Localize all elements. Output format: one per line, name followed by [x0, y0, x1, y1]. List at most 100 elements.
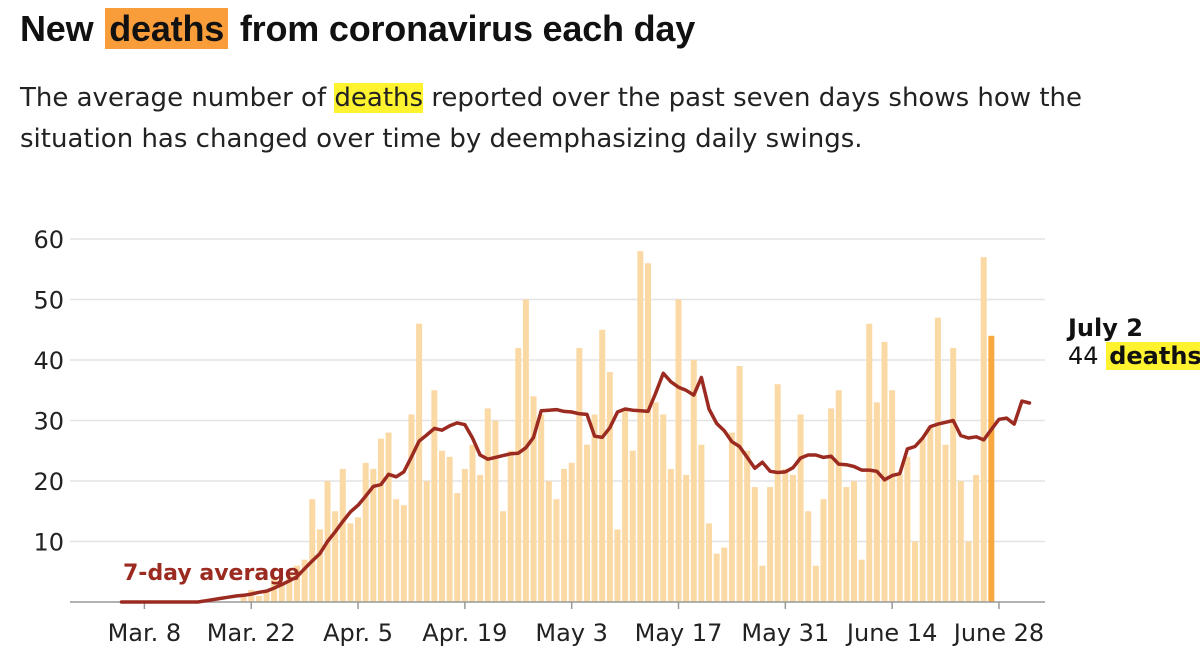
bar — [828, 408, 835, 602]
bar — [431, 390, 438, 602]
bar — [698, 444, 705, 602]
x-tick-label: June 14 — [845, 619, 937, 647]
bar — [957, 481, 964, 602]
bar — [286, 571, 293, 602]
bar — [530, 396, 537, 602]
latest-value-annotation: July 2 44 deaths — [1068, 314, 1200, 370]
bar — [629, 450, 636, 602]
y-axis: 10 20 30 40 50 60 — [33, 226, 64, 557]
bar — [744, 450, 751, 602]
bar — [919, 438, 926, 602]
chart-subtitle: The average number of deaths reported ov… — [20, 78, 1190, 160]
bar — [774, 384, 781, 602]
x-tick-label: Mar. 22 — [207, 619, 296, 647]
bar — [728, 432, 735, 602]
bar — [461, 468, 468, 602]
title-highlight-deaths: deaths — [105, 8, 229, 49]
y-tick-label: 20 — [33, 468, 64, 496]
bar — [477, 474, 484, 602]
bar — [904, 456, 911, 602]
bar — [736, 366, 743, 602]
x-tick-label: June 28 — [952, 619, 1044, 647]
bar — [606, 372, 613, 602]
bar — [438, 450, 445, 602]
x-tick-label: May 3 — [535, 619, 608, 647]
bar — [660, 414, 667, 602]
bar — [248, 589, 255, 602]
bar — [797, 414, 804, 602]
bar — [538, 414, 545, 602]
bar — [400, 505, 407, 602]
bar — [576, 347, 583, 602]
bar — [767, 487, 774, 602]
bar — [255, 595, 262, 602]
bar — [416, 323, 423, 602]
bar — [965, 541, 972, 602]
bar — [683, 474, 690, 602]
bar — [980, 257, 987, 602]
bar — [561, 468, 568, 602]
latest-value: 44 — [1068, 342, 1099, 370]
subtitle-before: The average number of — [20, 83, 327, 113]
bar — [927, 426, 934, 602]
bar — [385, 432, 392, 602]
bar — [706, 523, 713, 602]
bar — [515, 347, 522, 602]
bar — [934, 317, 941, 602]
bar — [522, 299, 529, 602]
bar — [881, 341, 888, 602]
bar — [652, 402, 659, 602]
bar — [301, 559, 308, 602]
bar — [812, 565, 819, 602]
bar — [912, 541, 919, 602]
bar — [866, 323, 873, 602]
bar — [751, 487, 758, 602]
bar — [644, 263, 651, 602]
bar — [294, 565, 301, 602]
bar — [454, 493, 461, 602]
x-tick-label: Apr. 19 — [422, 619, 507, 647]
bar — [355, 517, 362, 602]
bar — [851, 481, 857, 602]
bar — [820, 499, 827, 602]
bar — [332, 511, 339, 602]
bar — [835, 390, 842, 602]
bar — [843, 487, 850, 602]
bar — [545, 481, 552, 602]
bar — [339, 468, 346, 602]
y-tick-label: 30 — [33, 408, 64, 436]
x-tick-label: Mar. 8 — [108, 619, 182, 647]
x-axis: Mar. 8 Mar. 22 Apr. 5 Apr. 19 May 3 May 17 May… — [70, 601, 1045, 647]
bar — [568, 462, 575, 602]
seven-day-average-label: 7-day average — [123, 561, 300, 586]
bar — [599, 329, 606, 602]
bar — [507, 450, 514, 602]
bar — [446, 456, 453, 602]
bar — [873, 402, 880, 602]
bar — [805, 511, 812, 602]
bar — [408, 414, 415, 602]
bar — [614, 529, 621, 602]
bar-latest — [988, 335, 995, 602]
y-tick-label: 60 — [33, 226, 64, 254]
bar — [789, 474, 796, 602]
y-tick-label: 40 — [33, 347, 64, 375]
bar — [370, 468, 377, 602]
bar — [759, 565, 766, 602]
bar — [782, 468, 789, 602]
bar — [423, 481, 430, 602]
title-suffix: from coronavirus each day — [239, 8, 696, 49]
bar — [278, 583, 285, 602]
bar — [583, 444, 590, 602]
bar — [316, 529, 323, 602]
bar — [667, 468, 674, 602]
bar — [637, 251, 644, 602]
bar — [263, 589, 270, 602]
bar — [469, 444, 476, 602]
bar — [973, 474, 980, 602]
bar — [942, 444, 949, 602]
x-tick-label: May 31 — [741, 619, 829, 647]
bar — [675, 299, 682, 602]
x-tick-label: Apr. 5 — [323, 619, 393, 647]
